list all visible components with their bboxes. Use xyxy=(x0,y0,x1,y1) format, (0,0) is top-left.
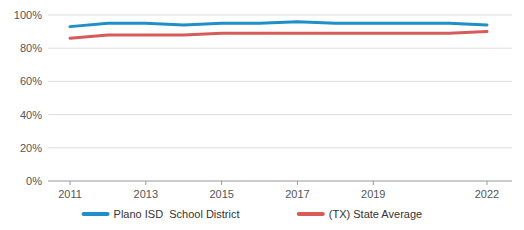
y-tick-label: 40% xyxy=(20,109,42,121)
x-tick xyxy=(373,181,374,185)
chart-svg: 0% 20% 40% 60% 80% 100% 2011 2013 2015 2017 2019 20… xyxy=(0,0,524,230)
x-tick-label: 2019 xyxy=(361,188,385,200)
x-tick xyxy=(221,181,222,185)
legend-label: (TX) State Average xyxy=(329,208,422,220)
y-grid-line xyxy=(48,15,512,16)
y-tick-label: 100% xyxy=(14,9,42,21)
x-tick-label: 2013 xyxy=(134,188,158,200)
x-tick-label: 2022 xyxy=(475,188,499,200)
y-grid-line xyxy=(48,81,512,82)
x-tick-label: 2015 xyxy=(209,188,233,200)
y-grid-line xyxy=(48,114,512,115)
plot-lines xyxy=(70,22,487,39)
legend: Plano ISD School District (TX) State Aver… xyxy=(84,208,423,220)
y-tick-label: 20% xyxy=(20,142,42,154)
y-tick-label: 60% xyxy=(20,75,42,87)
y-grid-line xyxy=(48,147,512,148)
x-tick xyxy=(297,181,298,185)
y-grid-line xyxy=(48,48,512,49)
y-tick-label: 0% xyxy=(26,175,42,187)
x-tick-label: 2017 xyxy=(285,188,309,200)
series-line xyxy=(70,22,487,27)
series-line xyxy=(70,32,487,39)
legend-swatch xyxy=(84,212,108,216)
y-tick-label: 80% xyxy=(20,42,42,54)
x-tick xyxy=(70,181,71,185)
x-tick xyxy=(145,181,146,185)
y-grid-line xyxy=(48,181,512,182)
x-tick xyxy=(487,181,488,185)
x-tick-label: 2011 xyxy=(58,188,82,200)
legend-label: Plano ISD School District xyxy=(114,208,240,220)
legend-swatch xyxy=(299,212,323,216)
chart-container: 0% 20% 40% 60% 80% 100% 2011 2013 2015 2017 2019 20… xyxy=(0,0,524,230)
